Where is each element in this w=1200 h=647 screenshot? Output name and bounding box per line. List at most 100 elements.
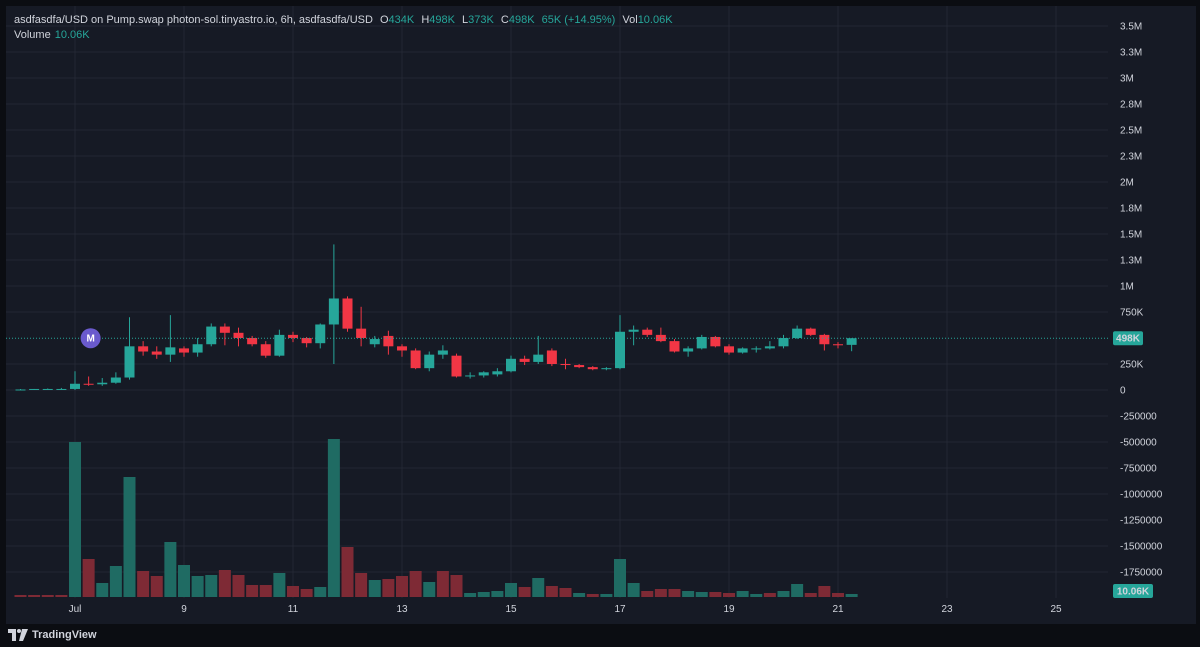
event-marker[interactable]: M: [80, 328, 101, 349]
candle[interactable]: [342, 296, 353, 332]
volume-bar: [368, 580, 381, 597]
candle[interactable]: [410, 348, 421, 370]
candle[interactable]: [628, 325, 639, 346]
candle-body: [574, 365, 585, 368]
candle[interactable]: [219, 323, 230, 346]
grid-layer: [6, 6, 1108, 598]
plot-panel[interactable]: [6, 6, 1196, 624]
candle[interactable]: [437, 345, 448, 359]
candle-body: [805, 328, 816, 335]
candle[interactable]: [179, 346, 189, 357]
candle[interactable]: [424, 351, 435, 372]
candle[interactable]: [56, 387, 67, 390]
candle[interactable]: [506, 355, 516, 373]
candle[interactable]: [546, 348, 557, 367]
price-axis[interactable]: 3.5M 3.3M 3M 2.8M 2.5M 2.3M 2M 1.8M 1.5M 1.3M 1M 75…: [1120, 22, 1163, 579]
candle[interactable]: [397, 344, 407, 357]
marker-circle[interactable]: [80, 328, 101, 349]
candle-body: [506, 358, 516, 372]
candle[interactable]: [642, 327, 653, 337]
candle[interactable]: [15, 388, 26, 391]
volume-bar: [573, 593, 586, 597]
candle-body: [478, 372, 489, 376]
candle[interactable]: [288, 331, 298, 343]
candle-body: [546, 350, 557, 364]
candle[interactable]: [710, 335, 721, 348]
candle[interactable]: [83, 376, 94, 386]
volume-bar: [614, 559, 626, 597]
candle[interactable]: [315, 323, 326, 349]
candle-body: [792, 328, 803, 338]
candle[interactable]: [751, 346, 762, 353]
candle-body: [437, 350, 448, 355]
candle[interactable]: [805, 327, 816, 336]
volume-bar: [777, 591, 790, 597]
close-value: 498K: [508, 14, 535, 26]
tradingview-logo[interactable]: TradingView: [8, 628, 97, 642]
candle[interactable]: [533, 335, 544, 364]
time-tick-label: 9: [181, 604, 187, 615]
time-tick-label: 15: [505, 604, 517, 615]
candle[interactable]: [110, 372, 121, 384]
symbol-title[interactable]: asdfasdfa/USD on Pump.swap photon-sol.ti…: [14, 14, 373, 26]
price-tick-label: -1500000: [1120, 542, 1163, 553]
candle[interactable]: [328, 244, 339, 364]
price-tick-label: 250K: [1120, 360, 1144, 371]
candle[interactable]: [451, 353, 462, 378]
candle-body: [696, 336, 707, 349]
candle[interactable]: [233, 327, 244, 347]
candle[interactable]: [764, 341, 775, 350]
candle[interactable]: [560, 358, 571, 370]
candle[interactable]: [655, 327, 666, 343]
candle[interactable]: [574, 364, 585, 369]
candle[interactable]: [478, 371, 489, 378]
candle[interactable]: [615, 315, 625, 370]
candle[interactable]: [669, 339, 680, 353]
candle[interactable]: [819, 333, 830, 351]
candle[interactable]: [519, 355, 530, 366]
candle[interactable]: [70, 371, 80, 390]
candle[interactable]: [29, 388, 40, 390]
candle[interactable]: [846, 338, 857, 352]
candle[interactable]: [151, 346, 162, 359]
candle[interactable]: [97, 378, 108, 386]
candle[interactable]: [601, 367, 612, 371]
price-tick-label: 2M: [1120, 178, 1134, 189]
candle[interactable]: [465, 372, 476, 379]
candle[interactable]: [587, 366, 598, 371]
candle[interactable]: [247, 335, 258, 347]
candle[interactable]: [792, 325, 803, 340]
marker-letter: M: [86, 334, 94, 345]
candle[interactable]: [369, 335, 380, 348]
volume-bar: [382, 579, 395, 597]
candle-body: [165, 347, 176, 355]
candle[interactable]: [124, 317, 135, 380]
candle[interactable]: [42, 388, 53, 390]
candle-body: [846, 338, 857, 345]
candle[interactable]: [778, 334, 789, 349]
time-axis[interactable]: Jul 9 11 13 15 17 19 21 23 25: [69, 604, 1062, 615]
candle[interactable]: [683, 346, 694, 357]
candle[interactable]: [165, 315, 176, 362]
volume-bar: [736, 591, 749, 597]
candle[interactable]: [260, 341, 271, 358]
candle[interactable]: [724, 344, 734, 355]
candle[interactable]: [192, 338, 203, 357]
candle[interactable]: [696, 334, 707, 350]
volume-label[interactable]: Volume: [14, 29, 51, 41]
candle[interactable]: [737, 347, 748, 354]
last-volume-badge: 10.06K: [1113, 584, 1153, 598]
candle[interactable]: [492, 368, 503, 377]
volume-bar: [287, 586, 299, 597]
volume-bar: [709, 592, 722, 597]
candle-body: [233, 332, 244, 338]
candle[interactable]: [833, 342, 843, 349]
last-volume-badge-bg: [1113, 584, 1153, 598]
candle[interactable]: [356, 306, 367, 347]
candle[interactable]: [383, 330, 394, 355]
volume-bar: [137, 571, 150, 597]
candle[interactable]: [138, 341, 149, 356]
candle[interactable]: [206, 323, 217, 347]
candle[interactable]: [274, 329, 285, 357]
